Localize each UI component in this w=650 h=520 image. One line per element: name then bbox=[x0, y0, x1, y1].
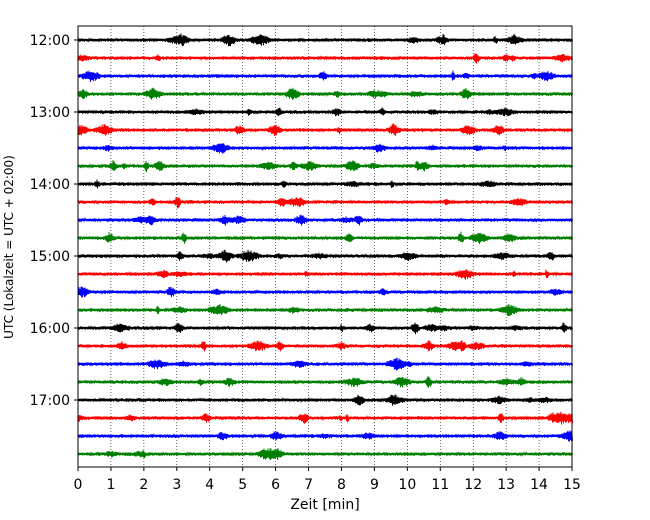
trace-1200 bbox=[77, 33, 573, 47]
x-tick-label-1: 1 bbox=[106, 477, 115, 493]
x-tick-label-6: 6 bbox=[271, 477, 280, 493]
x-tick-label-8: 8 bbox=[337, 477, 346, 493]
x-tick-label-4: 4 bbox=[205, 477, 214, 493]
trace-1445 bbox=[77, 231, 573, 244]
trace-1645 bbox=[77, 376, 573, 388]
trace-1700 bbox=[77, 394, 573, 406]
y-tick-label-1400: 14:00 bbox=[30, 177, 70, 193]
x-tick-label-7: 7 bbox=[304, 477, 313, 493]
trace-1430 bbox=[77, 214, 573, 226]
y-axis-label: UTC (Lokalzeit = UTC + 02:00) bbox=[2, 155, 16, 339]
x-tick-label-2: 2 bbox=[139, 477, 148, 493]
trace-1245 bbox=[77, 87, 573, 100]
plot-frame bbox=[77, 25, 573, 468]
y-tick-label-1300: 13:00 bbox=[30, 105, 70, 121]
trace-1545 bbox=[77, 304, 573, 316]
x-tick-label-15: 15 bbox=[563, 477, 581, 493]
x-axis-ticks: 0 1 2 3 4 5 6 7 8 9 10 11 12 13 14 15 bbox=[74, 467, 581, 493]
x-tick-label-13: 13 bbox=[497, 477, 515, 493]
trace-1415 bbox=[77, 197, 573, 209]
y-tick-label-1500: 15:00 bbox=[30, 249, 70, 265]
trace-1730 bbox=[77, 430, 573, 442]
trace-1330 bbox=[77, 143, 573, 154]
y-tick-label-1600: 16:00 bbox=[30, 321, 70, 337]
trace-1530 bbox=[77, 286, 573, 298]
y-tick-label-1700: 17:00 bbox=[30, 393, 70, 409]
x-tick-label-0: 0 bbox=[74, 477, 83, 493]
x-axis-label: Zeit [min] bbox=[290, 497, 359, 513]
trace-1500 bbox=[77, 249, 573, 263]
y-tick-label-1200: 12:00 bbox=[30, 33, 70, 49]
trace-1345 bbox=[77, 160, 573, 173]
trace-1300 bbox=[77, 107, 573, 117]
x-tick-label-14: 14 bbox=[530, 477, 548, 493]
x-tick-label-9: 9 bbox=[370, 477, 379, 493]
y-axis-ticks: 12:00 13:00 14:00 15:00 16:00 17:00 bbox=[30, 33, 78, 409]
x-tick-label-12: 12 bbox=[464, 477, 482, 493]
trace-1400 bbox=[77, 179, 573, 189]
plot-background bbox=[78, 26, 572, 467]
trace-1215 bbox=[77, 53, 573, 64]
x-tick-label-10: 10 bbox=[398, 477, 416, 493]
trace-1315 bbox=[77, 123, 573, 137]
trace-1745 bbox=[77, 448, 573, 460]
trace-1615 bbox=[77, 340, 573, 352]
seismogram-traces bbox=[77, 33, 573, 460]
trace-1630 bbox=[77, 357, 573, 371]
x-tick-label-11: 11 bbox=[431, 477, 449, 493]
trace-1515 bbox=[77, 269, 573, 280]
trace-1600 bbox=[77, 322, 573, 335]
x-tick-label-3: 3 bbox=[172, 477, 181, 493]
trace-1715 bbox=[77, 411, 573, 425]
x-tick-label-5: 5 bbox=[238, 477, 247, 493]
trace-1230 bbox=[77, 70, 573, 83]
